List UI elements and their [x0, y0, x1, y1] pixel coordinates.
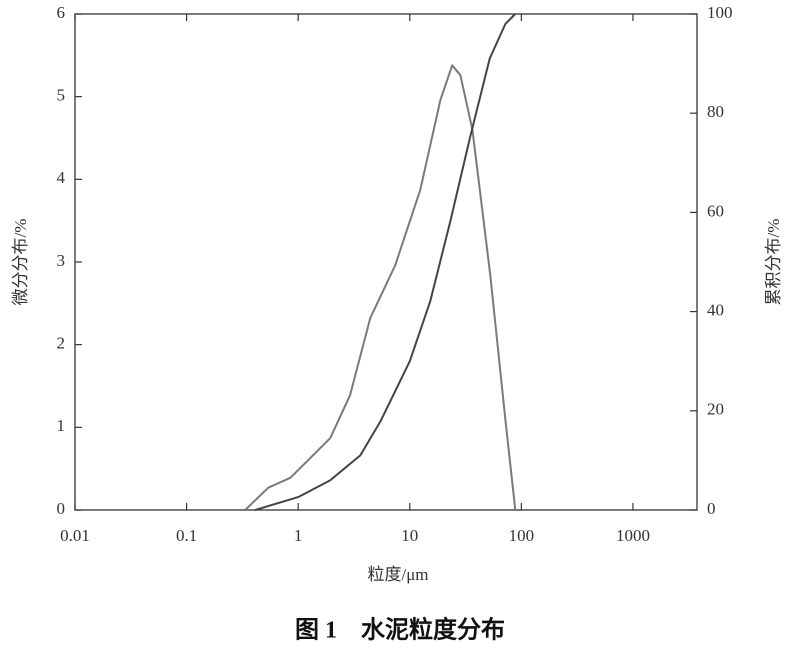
x-tick-label: 10: [401, 526, 418, 545]
y-tick-label: 5: [57, 86, 66, 105]
y-tick-label: 0: [57, 499, 66, 518]
series-line: [254, 13, 516, 511]
y2-tick-label: 100: [707, 3, 733, 22]
y2-tick-label: 20: [707, 400, 724, 419]
y-tick-label: 1: [57, 416, 66, 435]
y-tick-label: 6: [57, 3, 66, 22]
y2-tick-label: 40: [707, 301, 724, 320]
x-tick-label: 1000: [616, 526, 650, 545]
plot-frame: [74, 13, 698, 511]
x-tick-label: 0.01: [60, 526, 90, 545]
x-axis-label: 粒度/μm: [367, 565, 428, 584]
series-line: [244, 64, 517, 511]
y2-tick-label: 80: [707, 102, 724, 121]
figure-caption: 图 1 水泥粒度分布: [295, 616, 505, 644]
y-tick-label: 4: [57, 168, 66, 187]
y-axis-label: 微分分布/%: [11, 219, 30, 306]
y2-tick-label: 60: [707, 201, 724, 220]
y2-tick-label: 0: [707, 499, 716, 518]
x-tick-label: 0.1: [176, 526, 197, 545]
y-tick-label: 2: [57, 334, 66, 353]
x-tick-label: 1: [294, 526, 303, 545]
x-tick-label: 100: [509, 526, 535, 545]
y-tick-label: 3: [57, 251, 66, 270]
y2-axis-label: 累积分布/%: [764, 219, 783, 306]
